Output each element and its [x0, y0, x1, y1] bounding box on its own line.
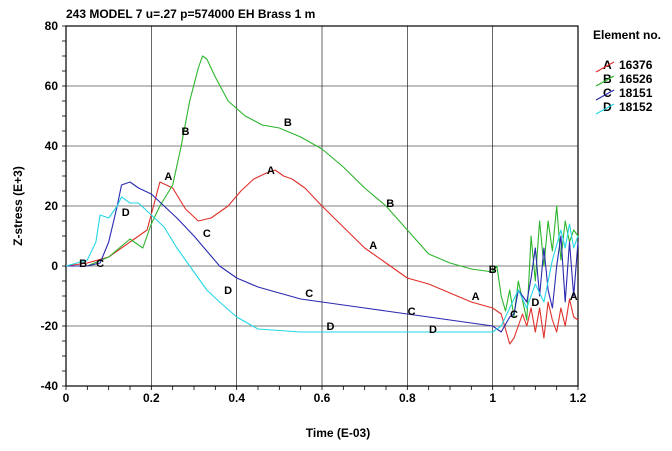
series-marker-b: B	[284, 117, 292, 129]
legend-swatch-d	[595, 103, 615, 115]
x-tick-label: 0.2	[143, 391, 160, 405]
x-tick-label: 1.2	[570, 391, 587, 405]
chart-title: 243 MODEL 7 u=.27 p=574000 EH Brass 1 m	[66, 7, 315, 21]
series-marker-d: D	[327, 321, 335, 333]
series-marker-c: C	[96, 258, 104, 270]
series-marker-a: A	[164, 171, 172, 183]
legend-title: Element no.	[593, 28, 661, 42]
legend-name-d: 18152	[619, 100, 653, 114]
legend-name-b: 16526	[619, 72, 653, 86]
series-marker-d: D	[122, 207, 130, 219]
legend-name-c: 18151	[619, 86, 653, 100]
series-marker-c: C	[305, 288, 313, 300]
y-tick-label: -40	[41, 379, 59, 393]
y-tick-label: 40	[45, 139, 59, 153]
x-tick-label: 0	[63, 391, 70, 405]
series-marker-d: D	[429, 324, 437, 336]
series-marker-b: B	[386, 198, 394, 210]
legend-name-a: 16376	[619, 58, 653, 72]
series-marker-c: C	[203, 228, 211, 240]
legend-swatch-b	[595, 75, 615, 87]
series-line-a	[65, 169, 579, 345]
x-tick-label: 0.8	[399, 391, 416, 405]
series-marker-c: C	[510, 309, 518, 321]
series-layer	[65, 55, 579, 345]
x-tick-label: 0.4	[228, 391, 245, 405]
tick-layer: 0 0.2 0.4 0.6 0.8 1 1.2 -40 -20 0 20 40 60 80	[41, 19, 587, 405]
series-marker-a: A	[267, 165, 275, 177]
series-marker-d: D	[224, 285, 232, 297]
y-tick-label: 80	[45, 19, 59, 33]
series-marker-c: C	[408, 306, 416, 318]
y-tick-label: 60	[45, 79, 59, 93]
series-marker-a: A	[472, 291, 480, 303]
y-tick-label: 0	[51, 259, 58, 273]
legend-swatch-a	[595, 61, 615, 73]
y-tick-label: 20	[45, 199, 59, 213]
series-marker-b: B	[181, 126, 189, 138]
series-marker-b: B	[489, 264, 497, 276]
x-axis-label: Time (E-03)	[306, 426, 370, 440]
x-tick-label: 1	[489, 391, 496, 405]
series-line-b	[66, 55, 579, 321]
x-tick-label: 0.6	[314, 391, 331, 405]
legend-swatch-c	[595, 89, 615, 101]
series-marker-b: B	[79, 258, 87, 270]
series-marker-a: A	[369, 240, 377, 252]
series-marker-d: D	[531, 297, 539, 309]
y-tick-label: -20	[41, 319, 59, 333]
y-axis-label: Z-stress (E+3)	[11, 166, 25, 246]
series-marker-a: A	[570, 291, 578, 303]
series-line-d	[65, 196, 579, 333]
